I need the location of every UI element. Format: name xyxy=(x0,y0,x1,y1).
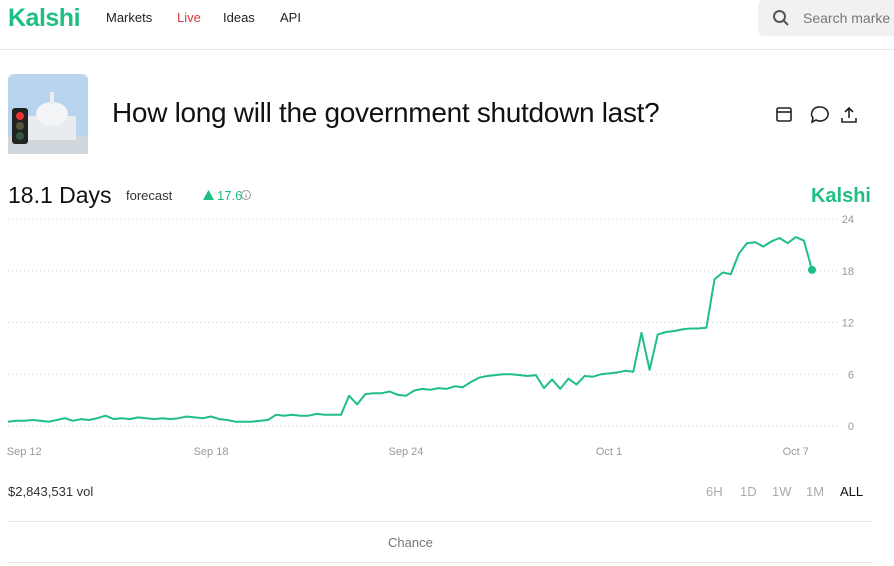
chart: Kalshi 0 6 12 18 24 Sep 12 Sep 18 Sep 24 Oct 1 Oc… xyxy=(7,185,871,458)
up-arrow xyxy=(203,190,214,200)
x-tick-label: Oct 1 xyxy=(596,446,622,458)
y-tick-label: 6 xyxy=(848,369,854,381)
x-tick-label: Sep 18 xyxy=(194,446,229,458)
info-icon[interactable] xyxy=(240,189,252,201)
range-button[interactable]: 1W xyxy=(772,484,792,499)
nav-link[interactable]: Markets xyxy=(106,10,153,25)
y-tick-label: 12 xyxy=(842,318,854,330)
forecast-value: 18.1 Days xyxy=(8,182,112,208)
forecast-change: 17.6 xyxy=(203,188,242,203)
search-icon xyxy=(773,10,789,26)
logo[interactable]: Kalshi xyxy=(8,4,81,32)
nav-link[interactable]: API xyxy=(280,10,301,25)
search-box[interactable]: Search marke xyxy=(758,0,894,36)
y-tick-label: 0 xyxy=(848,421,854,433)
end-dot xyxy=(808,265,816,274)
change-value: 17.6 xyxy=(217,188,243,203)
y-tick-label: 18 xyxy=(842,266,854,278)
range-button[interactable]: 6H xyxy=(706,484,723,499)
x-tick-label: Sep 12 xyxy=(7,446,42,458)
range-button[interactable]: 1M xyxy=(806,484,825,499)
range-button[interactable]: ALL xyxy=(840,484,864,499)
navbar: Kalshi Markets Live Ideas API Search mar… xyxy=(0,0,894,50)
line xyxy=(7,236,813,423)
watermark: Kalshi xyxy=(811,185,871,207)
nav-link[interactable]: Ideas xyxy=(223,10,255,25)
market-image xyxy=(8,74,88,154)
market-title: How long will the government shutdown la… xyxy=(112,97,660,128)
search-placeholder: Search marke xyxy=(803,10,891,26)
divider xyxy=(8,562,872,563)
tab[interactable]: Chance xyxy=(388,535,433,550)
nav-link[interactable]: Live xyxy=(177,10,201,25)
forecast-label: forecast xyxy=(126,188,173,203)
action-icons[interactable] xyxy=(774,104,866,126)
volume: $2,843,531 vol xyxy=(8,484,94,499)
divider xyxy=(8,521,872,522)
x-tick-label: Sep 24 xyxy=(389,446,424,458)
x-tick-label: Oct 7 xyxy=(783,446,809,458)
y-tick-label: 24 xyxy=(842,214,854,226)
range-button[interactable]: 1D xyxy=(740,484,757,499)
